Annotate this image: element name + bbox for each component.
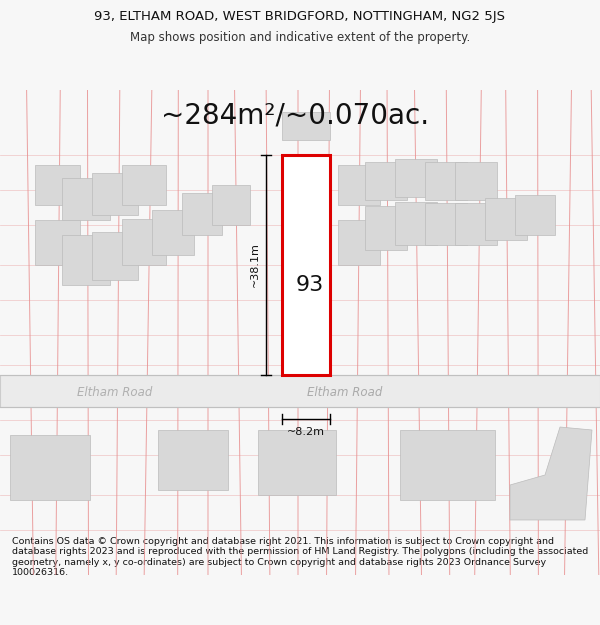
Bar [282,112,330,140]
Bar [338,220,380,265]
Bar [212,185,250,225]
Bar [122,219,166,265]
Bar [152,210,194,255]
Bar [455,162,497,200]
Bar [10,435,90,500]
Bar [0,375,600,407]
Bar [62,178,110,220]
Polygon shape [510,427,592,520]
Text: 93: 93 [296,275,324,295]
Bar [395,159,437,197]
Bar [92,173,138,215]
Bar [515,195,555,235]
Text: ~38.1m: ~38.1m [250,242,260,288]
Bar [35,220,80,265]
Text: ~8.2m: ~8.2m [287,427,325,437]
Bar [395,202,437,245]
Bar [425,203,467,245]
Bar [158,430,228,490]
Bar [282,155,330,375]
Bar [400,430,495,500]
Text: Eltham Road: Eltham Road [77,386,152,399]
Bar [35,165,80,205]
Text: Map shows position and indicative extent of the property.: Map shows position and indicative extent… [130,31,470,44]
Bar [365,206,407,250]
Bar [365,162,407,200]
Bar [122,165,166,205]
Bar [62,235,110,285]
Bar [425,162,467,200]
Bar [92,232,138,280]
Text: ~284m²/~0.070ac.: ~284m²/~0.070ac. [161,101,429,129]
Text: 93, ELTHAM ROAD, WEST BRIDGFORD, NOTTINGHAM, NG2 5JS: 93, ELTHAM ROAD, WEST BRIDGFORD, NOTTING… [95,10,505,23]
Bar [258,430,336,495]
Bar [485,198,527,240]
Bar [455,203,497,245]
Bar [182,193,222,235]
Text: Contains OS data © Crown copyright and database right 2021. This information is : Contains OS data © Crown copyright and d… [12,537,588,577]
Bar [338,165,380,205]
Text: Eltham Road: Eltham Road [307,386,383,399]
